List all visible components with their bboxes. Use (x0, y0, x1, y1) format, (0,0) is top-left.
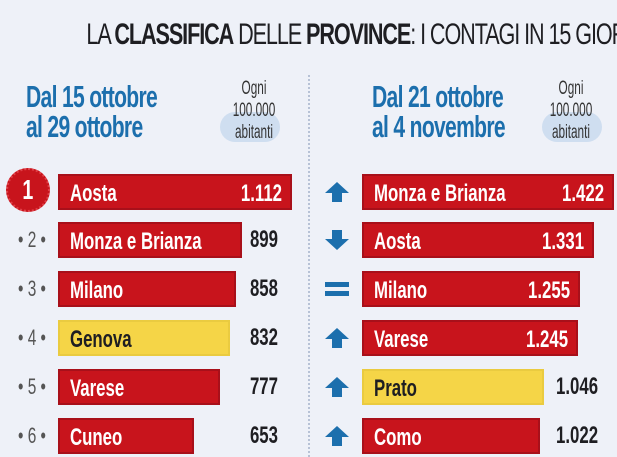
province-name: Aosta (70, 180, 117, 207)
ranking-row: • 5 • Varese 777 (0, 369, 308, 405)
bar: Milano 1.255 (362, 271, 580, 307)
value: 832 (249, 324, 278, 351)
province-name: Prato (374, 375, 417, 402)
bar: Monza e Brianza (58, 222, 242, 258)
province-name: Como (374, 424, 422, 451)
bar: Aosta 1.331 (362, 222, 594, 258)
bar: Milano (58, 271, 236, 307)
arrow-up-icon (325, 328, 349, 348)
unit-line: abitanti (552, 122, 590, 143)
province-name: Milano (70, 277, 124, 304)
virus-cloud-icon (220, 112, 280, 142)
value: 1.422 (562, 180, 605, 207)
unit-line: 100.000 (232, 100, 276, 121)
ranking-row: • 6 • Cuneo 653 (0, 418, 308, 454)
bar: Monza e Brianza 1.422 (362, 174, 614, 210)
province-name: Milano (374, 277, 428, 304)
unit-line: abitanti (235, 122, 273, 143)
left-ranking-column: Dal 15 ottobre al 29 ottobre Ogni 100.00… (0, 0, 308, 457)
rank-number: • 4 • (18, 325, 46, 350)
rank-number: • 6 • (18, 423, 46, 448)
ranking-row: Varese 1.245 (310, 320, 617, 356)
province-name: Varese (374, 326, 429, 353)
value: 777 (249, 373, 278, 400)
value: 858 (249, 275, 278, 302)
title-part: CLASSIFICA (114, 18, 234, 51)
ranking-row: • 2 • Monza e Brianza 899 (0, 222, 308, 258)
value: 1.046 (556, 373, 599, 400)
bar: Cuneo (58, 418, 194, 454)
title-part: : I CONTAGI IN 15 GIORNI (410, 18, 617, 51)
title-part: LA (86, 18, 115, 51)
rank-number: • 3 • (18, 276, 46, 301)
unit-line: 100.000 (549, 100, 593, 121)
arrow-down-icon (325, 230, 349, 250)
arrow-up-icon (325, 182, 349, 202)
equal-icon (325, 282, 349, 296)
ranking-row: Aosta 1.331 (310, 222, 617, 258)
ranking-row: Monza e Brianza 1.422 (310, 174, 617, 210)
ranking-row: • 4 • Genova 832 (0, 320, 308, 356)
period-label: Dal 21 ottobre al 4 novembre (372, 79, 506, 144)
rank-number: • 5 • (18, 374, 46, 399)
ranking-row: Como 1.022 (310, 418, 617, 454)
value: 1.112 (240, 180, 282, 207)
virus-cloud-icon (542, 112, 602, 142)
period-line: al 29 ottobre (26, 109, 143, 144)
ranking-row: • 3 • Milano 858 (0, 271, 308, 307)
period-line: al 4 novembre (372, 109, 506, 144)
bar: Prato (362, 369, 544, 405)
rank-number: • 2 • (18, 227, 46, 252)
bar: Varese (58, 369, 220, 405)
unit-line: Ogni (241, 78, 267, 99)
period-line: Dal 21 ottobre (372, 79, 504, 114)
title-part: PROVINCE (306, 18, 411, 51)
unit-label: Ogni 100.000 abitanti (232, 78, 276, 144)
first-place-badge: 1 (6, 168, 50, 212)
arrow-up-icon (325, 377, 349, 397)
column-divider (308, 75, 310, 457)
value: 653 (249, 422, 278, 449)
bar: Como (362, 418, 540, 454)
province-name: Monza e Brianza (70, 228, 202, 255)
value: 1.022 (556, 422, 599, 449)
period-label: Dal 15 ottobre al 29 ottobre (26, 79, 158, 144)
value: 1.331 (542, 228, 585, 255)
value: 1.245 (526, 326, 569, 353)
province-name: Monza e Brianza (374, 180, 506, 207)
bar: Genova (58, 320, 230, 356)
ranking-row: Prato 1.046 (310, 369, 617, 405)
title-part: DELLE (233, 18, 307, 51)
bar: Varese 1.245 (362, 320, 578, 356)
right-ranking-column: Dal 21 ottobre al 4 novembre Ogni 100.00… (310, 0, 617, 457)
province-name: Cuneo (70, 424, 123, 451)
province-name: Aosta (374, 228, 421, 255)
value: 899 (249, 226, 278, 253)
province-name: Varese (70, 375, 125, 402)
bar: Aosta 1.112 (58, 174, 292, 210)
value: 1.255 (528, 277, 571, 304)
ranking-row: Milano 1.255 (310, 271, 617, 307)
page-title: LA CLASSIFICA DELLE PROVINCE: I CONTAGI … (86, 18, 617, 52)
arrow-up-icon (325, 426, 349, 446)
unit-line: Ogni (558, 78, 584, 99)
ranking-row: 1 Aosta 1.112 (0, 168, 308, 212)
period-line: Dal 15 ottobre (26, 79, 158, 114)
province-name: Genova (70, 326, 132, 353)
unit-label: Ogni 100.000 abitanti (549, 78, 593, 144)
